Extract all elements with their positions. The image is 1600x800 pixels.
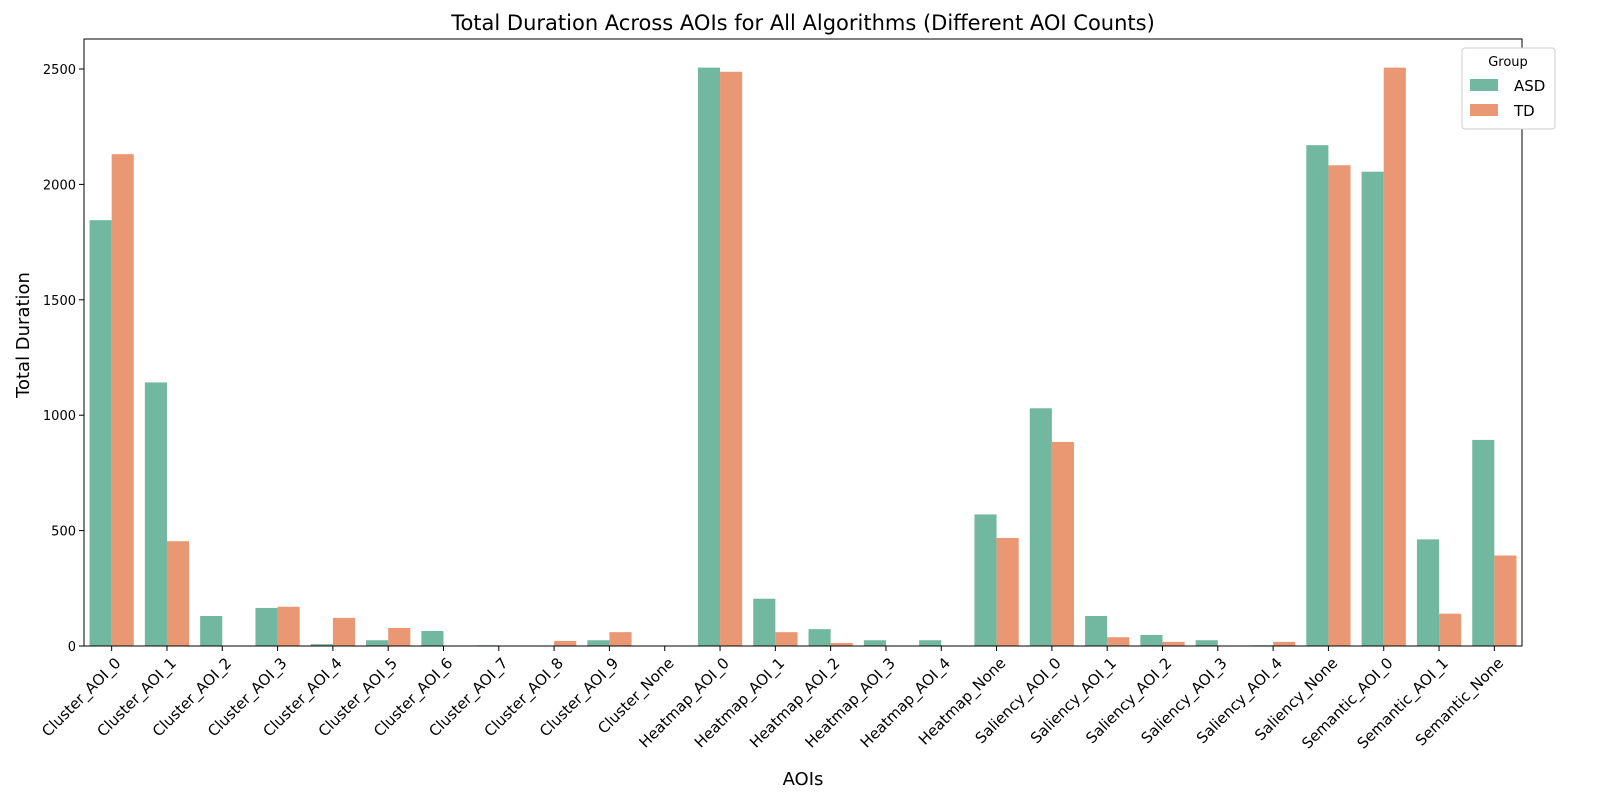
bar-td [1162, 641, 1185, 646]
legend-label-td: TD [1513, 102, 1535, 120]
bar-asd [255, 607, 278, 646]
y-tick-label: 2500 [43, 63, 76, 78]
bar-td [1383, 67, 1406, 647]
bar-td [996, 537, 1019, 646]
y-tick-label: 1000 [43, 409, 76, 424]
bar-asd [1306, 145, 1329, 647]
bar-td [554, 640, 577, 646]
bar-td [1328, 165, 1351, 646]
bar-asd [89, 220, 112, 646]
bar-td [388, 628, 411, 646]
y-tick-label: 0 [68, 640, 76, 655]
bar-td [830, 643, 853, 646]
bar-asd [1472, 439, 1495, 646]
legend-swatch-asd [1470, 79, 1498, 91]
y-axis-ticks: 0 500 1000 1500 2000 2500 [43, 63, 84, 655]
bar-asd [1140, 634, 1163, 646]
bar-td [332, 617, 355, 646]
bar-asd [753, 598, 776, 646]
bar-asd [1416, 539, 1440, 646]
legend: Group ASD TD [1461, 47, 1556, 130]
bar-td [166, 541, 190, 646]
x-axis-ticks: Cluster_AOI_0Cluster_AOI_1Cluster_AOI_2C… [38, 646, 1508, 753]
bar-asd [200, 616, 223, 646]
y-axis-label: Total Duration [13, 272, 34, 399]
plot-frame [83, 38, 1523, 647]
bar-asd [919, 640, 942, 646]
y-tick-label: 2000 [43, 178, 76, 193]
bar-asd [808, 629, 831, 646]
bar-td [277, 606, 300, 646]
bar-td [111, 154, 134, 647]
bar-asd [1361, 171, 1384, 646]
bar-asd [144, 382, 167, 646]
bar-td [1439, 613, 1462, 646]
bar-td [1051, 441, 1074, 646]
bar-asd [1195, 640, 1218, 646]
bar-td [1107, 637, 1130, 646]
bar-asd [974, 514, 997, 646]
bar-td [1494, 555, 1517, 646]
bar-asd [1085, 616, 1108, 646]
legend-label-asd: ASD [1514, 77, 1545, 95]
bar-asd [697, 67, 721, 647]
bar-td [1273, 641, 1296, 646]
bar-td [775, 632, 798, 646]
bar-td [609, 632, 632, 646]
y-tick-label: 1500 [43, 294, 76, 309]
bar-asd [366, 640, 389, 646]
legend-swatch-td [1470, 104, 1498, 116]
legend-title: Group [1488, 55, 1528, 70]
bar-asd [421, 631, 444, 646]
y-tick-label: 500 [51, 525, 76, 540]
bar-td [720, 71, 743, 646]
bar-asd [1029, 408, 1052, 646]
bar-asd [863, 640, 886, 646]
bar-asd [310, 644, 333, 646]
x-axis-label: AOIs [783, 769, 824, 790]
bar-asd [587, 640, 610, 646]
chart-title: Total Duration Across AOIs for All Algor… [450, 11, 1155, 35]
bars [89, 67, 1517, 647]
